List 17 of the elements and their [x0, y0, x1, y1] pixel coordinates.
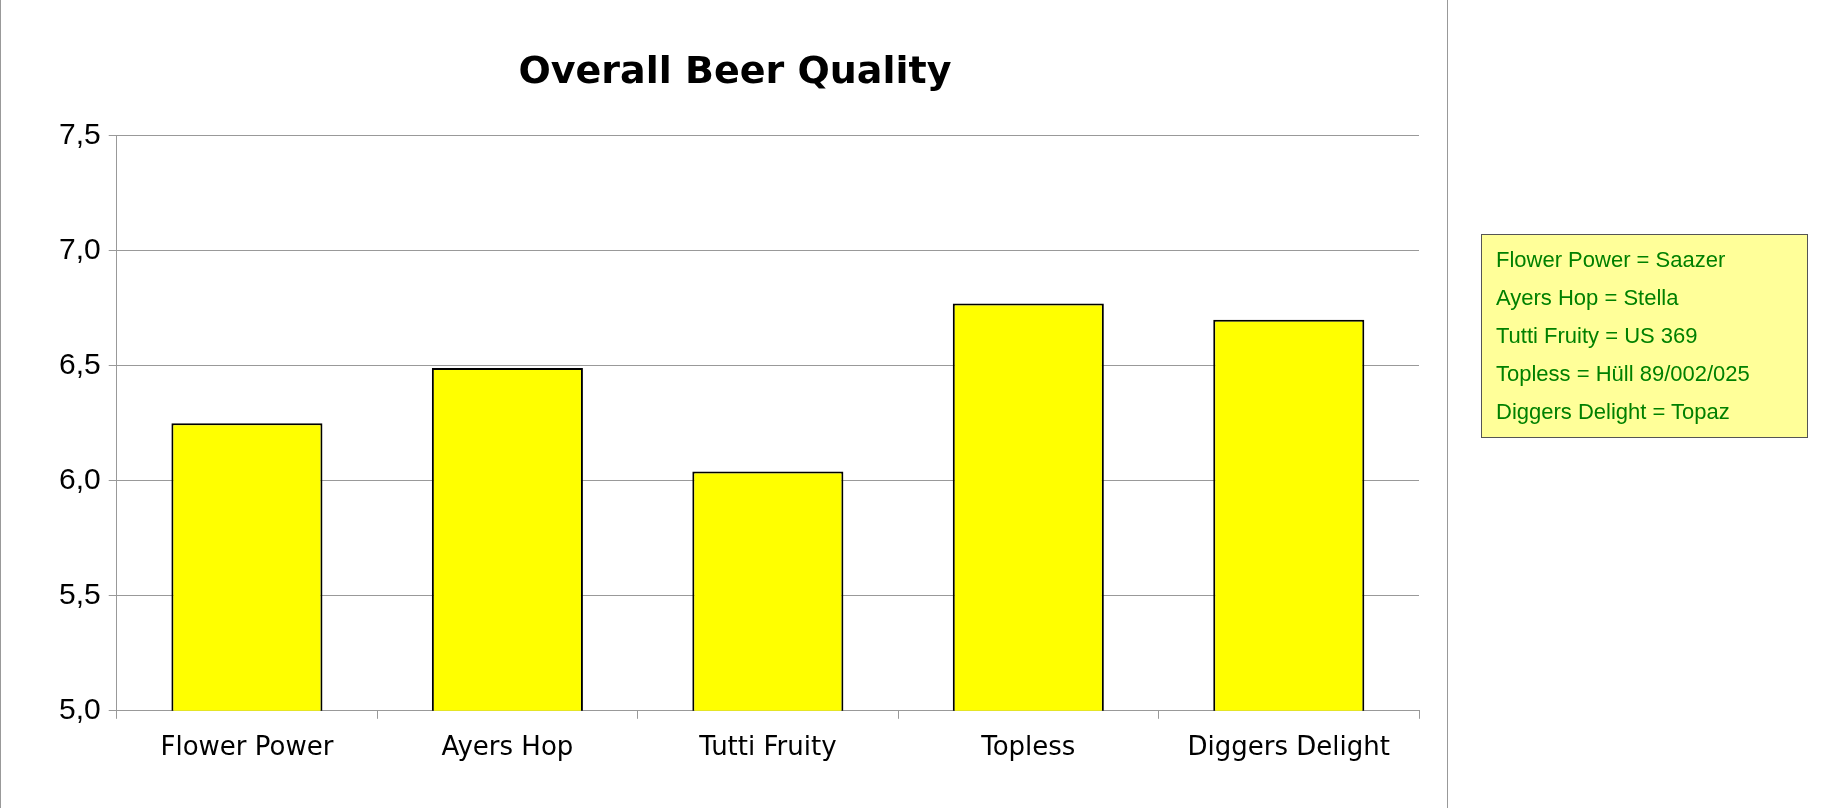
x-tick-label: Tutti Fruity [698, 731, 837, 762]
y-tick-label: 7,0 [58, 231, 101, 265]
text: Diggers Delight = Topaz [1496, 398, 1731, 426]
text: Topless = Hüll 89/002/025 [1496, 360, 1751, 388]
x-tick-label: Diggers Delight [1187, 731, 1390, 762]
chart-title: Overall Beer Quality [518, 47, 952, 92]
y-tick-label: 5,0 [58, 692, 101, 726]
x-tick-label: Flower Power [160, 731, 334, 762]
y-tick-label: 6,0 [58, 461, 101, 495]
y-tick-label: 6,5 [58, 346, 101, 380]
y-tick-label: 7,5 [58, 116, 101, 150]
text: Flower Power = Saazer [1496, 246, 1727, 274]
text: Ayers Hop = Stella [1496, 284, 1680, 312]
text: Tutti Fruity = US 369 [1496, 322, 1699, 350]
x-tick-label: Topless [980, 731, 1076, 762]
y-tick-label: 5,5 [58, 577, 101, 611]
x-tick-label: Ayers Hop [441, 731, 574, 762]
